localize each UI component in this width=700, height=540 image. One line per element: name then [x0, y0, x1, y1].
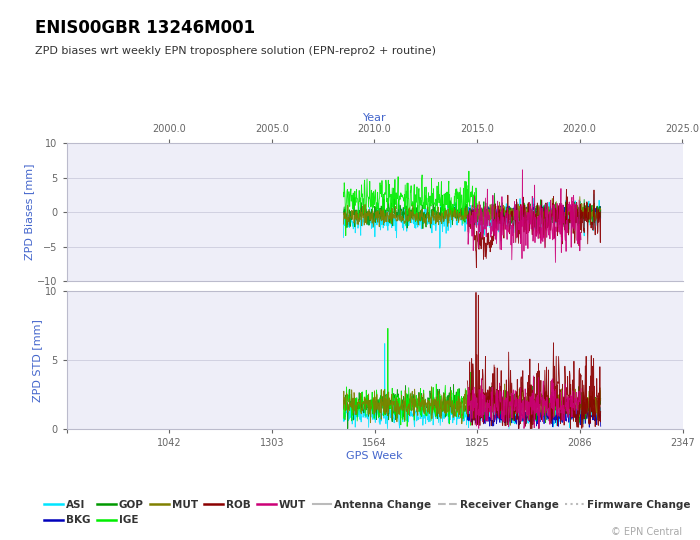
X-axis label: GPS Week: GPS Week [346, 451, 402, 461]
Text: © EPN Central: © EPN Central [611, 527, 682, 537]
Y-axis label: ZPD STD [mm]: ZPD STD [mm] [32, 319, 43, 402]
Y-axis label: ZPD Biases [mm]: ZPD Biases [mm] [25, 164, 34, 260]
X-axis label: Year: Year [363, 113, 386, 123]
Legend: ASI, BKG, GOP, IGE, MUT, ROB, WUT, Antenna Change, Receiver Change, Firmware Cha: ASI, BKG, GOP, IGE, MUT, ROB, WUT, Anten… [40, 496, 694, 529]
Text: ZPD biases wrt weekly EPN troposphere solution (EPN-repro2 + routine): ZPD biases wrt weekly EPN troposphere so… [35, 46, 436, 56]
Text: ENIS00GBR 13246M001: ENIS00GBR 13246M001 [35, 19, 255, 37]
